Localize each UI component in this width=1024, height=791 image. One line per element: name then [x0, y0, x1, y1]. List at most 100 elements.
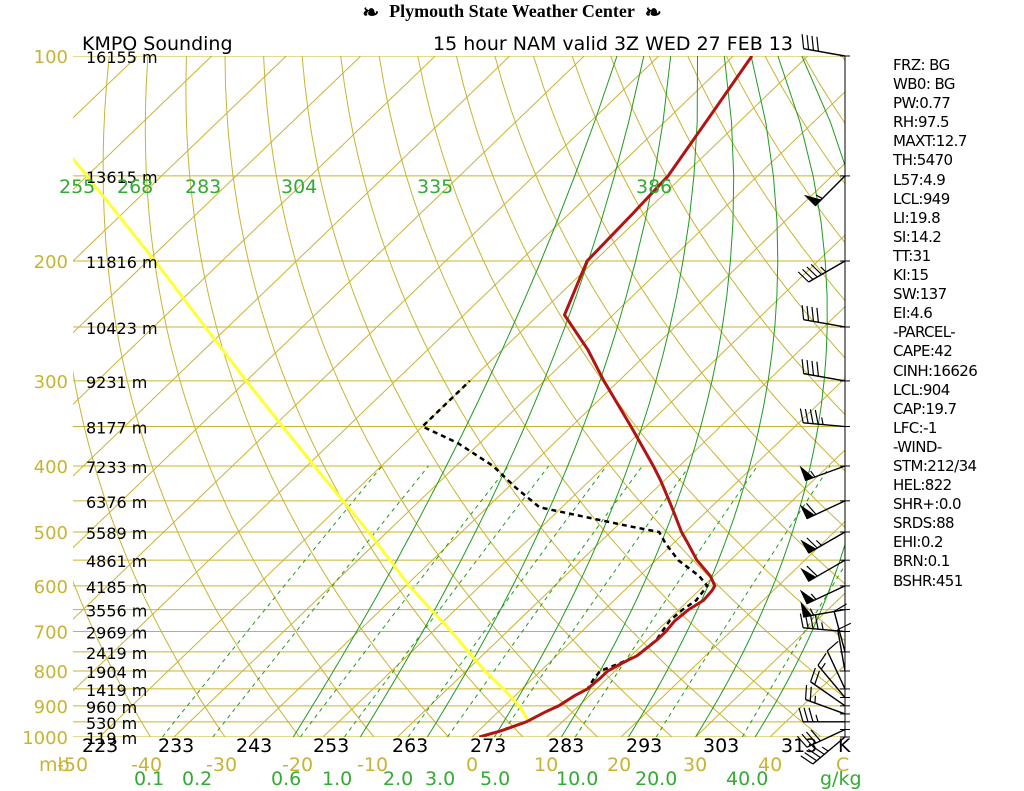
- isotherm-line: [73, 56, 585, 549]
- wind-barb-flag: [804, 408, 809, 424]
- index-item: LCL:949: [893, 189, 950, 208]
- index-item: SHR+:0.0: [893, 495, 962, 514]
- sounding-curves: [73, 56, 754, 737]
- dewpoint-trace: [420, 379, 709, 737]
- wind-barb-half-flag: [814, 695, 817, 704]
- pennant-flag-icon-right: ❧: [644, 1, 662, 24]
- height-label: 2969 m: [86, 624, 147, 643]
- index-item: FRZ: BG: [893, 56, 950, 74]
- index-item: PW:0.77: [893, 94, 951, 113]
- wind-barb-shaft: [812, 736, 846, 765]
- dry-adiabat-line: [340, 56, 748, 737]
- celsius-tick-label: 40: [758, 754, 782, 776]
- isotherm-line: [73, 56, 436, 406]
- wind-barb-flag: [806, 266, 818, 278]
- pennant-flag-icon-left: ❧: [362, 1, 380, 24]
- celsius-tick-label: 20: [607, 754, 631, 776]
- isotherm-line: [73, 56, 362, 334]
- dry-adiabat-line: [73, 580, 152, 737]
- dry-adiabat-line: [185, 56, 450, 737]
- index-item: MAXT:12.7: [893, 132, 967, 151]
- index-item: KI:15: [893, 266, 929, 285]
- wind-barb-shaft: [806, 728, 846, 748]
- isotherm-line: [73, 56, 213, 191]
- x-axis-unit-label: mb: [39, 754, 70, 776]
- mixing-ratio-label: 1.0: [322, 768, 352, 790]
- pressure-label: 1000: [22, 728, 68, 749]
- moist-adiabat-line: [560, 56, 735, 737]
- height-label: 5589 m: [86, 524, 147, 543]
- chart-title: ❧ Plymouth State Weather Center ❧: [0, 0, 1024, 24]
- wind-barb-flag: [811, 306, 815, 322]
- wind-barb-flag: [811, 360, 815, 376]
- moist-adiabat-line: [628, 56, 779, 737]
- kelvin-tick-label: 263: [392, 735, 428, 757]
- isotherm-line: [73, 56, 511, 477]
- mixing-ratio-line: [655, 465, 831, 737]
- wind-barb-flag: [809, 614, 814, 629]
- wind-barb-half-flag: [821, 417, 824, 425]
- celsius-tick-label: -10: [357, 754, 388, 776]
- index-item: SW:137: [893, 285, 947, 304]
- dry-adiabat-line: [224, 56, 524, 737]
- dry-adiabat-line: [996, 56, 1024, 751]
- celsius-tick-label: -50: [57, 754, 88, 776]
- wind-barb-flag: [808, 748, 821, 759]
- mixing-ratio-label: 40.0: [726, 768, 768, 790]
- dry-adiabat-line: [102, 56, 301, 737]
- pressure-label: 800: [34, 662, 68, 683]
- height-label: 9231 m: [86, 373, 147, 392]
- index-item: BRN:0.1: [893, 552, 950, 571]
- wind-barb-flag: [806, 731, 817, 744]
- wind-barbs: [796, 34, 852, 765]
- dry-adiabat-line: [610, 56, 845, 416]
- index-item: LFC:-1: [893, 418, 937, 437]
- index-item: SRDS:88: [893, 514, 955, 533]
- isotherm-line: [99, 56, 809, 737]
- wind-barb-half-flag: [810, 470, 816, 478]
- wind-barb-shaft: [810, 681, 846, 707]
- wind-barb-flag: [810, 729, 821, 742]
- height-label: 960 m: [86, 698, 137, 717]
- mixing-ratio-label: 0.1: [134, 768, 164, 790]
- moist-adiabat-line: [292, 56, 618, 737]
- pressure-label: 400: [34, 457, 68, 478]
- height-label: 11816 m: [86, 253, 158, 272]
- wind-barb-shaft: [837, 629, 846, 672]
- wind-barb-shaft: [803, 319, 846, 328]
- wind-barb-flag: [811, 35, 815, 51]
- height-label: 1419 m: [86, 681, 147, 700]
- wind-barb-flag: [802, 268, 814, 280]
- isotherm-line: [73, 56, 287, 262]
- pressure-label: 100: [34, 47, 68, 68]
- wind-barb-half-flag: [809, 608, 815, 616]
- pressure-label: 600: [34, 577, 68, 598]
- wind-barb-flag: [814, 409, 819, 425]
- mixing-ratio-line: [343, 465, 550, 737]
- index-item: -WIND-: [893, 437, 942, 456]
- dry-adiabat-line: [73, 369, 226, 737]
- wind-barb-flag: [816, 307, 820, 323]
- wind-barb-pennant: [799, 589, 816, 605]
- wind-barb-half-flag: [815, 540, 823, 546]
- index-item: CAP:19.7: [893, 399, 957, 418]
- wind-barb-flag: [811, 745, 825, 755]
- kelvin-tick-label: 273: [470, 735, 506, 757]
- wind-barb-half-flag: [815, 194, 823, 200]
- wind-barb-shaft: [817, 664, 846, 698]
- celsius-tick-label: 0: [466, 754, 478, 776]
- mixing-ratio-label: 20.0: [635, 768, 677, 790]
- isotherm-line: [397, 306, 845, 737]
- dry-adiabat-line: [417, 56, 845, 699]
- pressure-label: 200: [34, 252, 68, 273]
- height-label: 1904 m: [86, 663, 147, 682]
- height-label: 530 m: [86, 714, 137, 733]
- height-label: 3556 m: [86, 602, 147, 621]
- mixing-ratio-label: 3.0: [425, 768, 455, 790]
- theta-label: 304: [281, 176, 317, 198]
- index-item: HEL:822: [893, 476, 952, 495]
- celsius-tick-label: 10: [534, 754, 558, 776]
- wind-barb-flag: [797, 271, 810, 283]
- station-label: KMPO Sounding: [82, 33, 233, 55]
- isotherm-line: [322, 234, 845, 737]
